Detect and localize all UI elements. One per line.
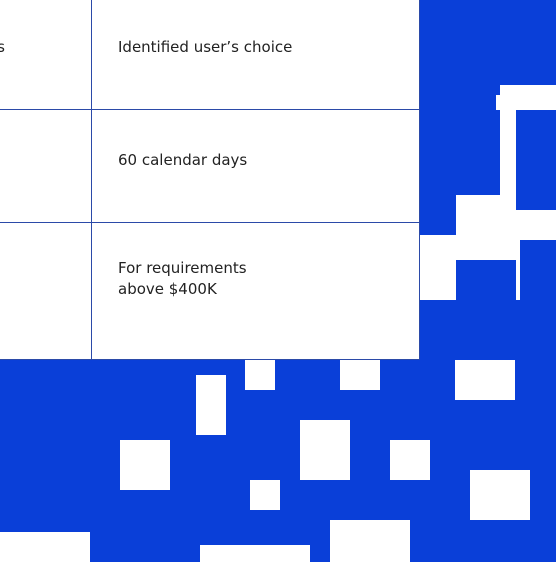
table-cell: For requirements above $400K <box>118 259 247 298</box>
table-row: 60 calendar days <box>0 110 419 223</box>
table-row: For requirements above $400K <box>0 223 419 360</box>
column-divider <box>91 0 92 359</box>
table-cell: Identified user’s choice <box>118 38 293 56</box>
table-cell: rs <box>0 38 5 56</box>
table: rs Identified user’s choice 60 calendar … <box>0 0 420 360</box>
table-row: rs Identified user’s choice <box>0 0 419 110</box>
table-cell: 60 calendar days <box>118 151 248 169</box>
